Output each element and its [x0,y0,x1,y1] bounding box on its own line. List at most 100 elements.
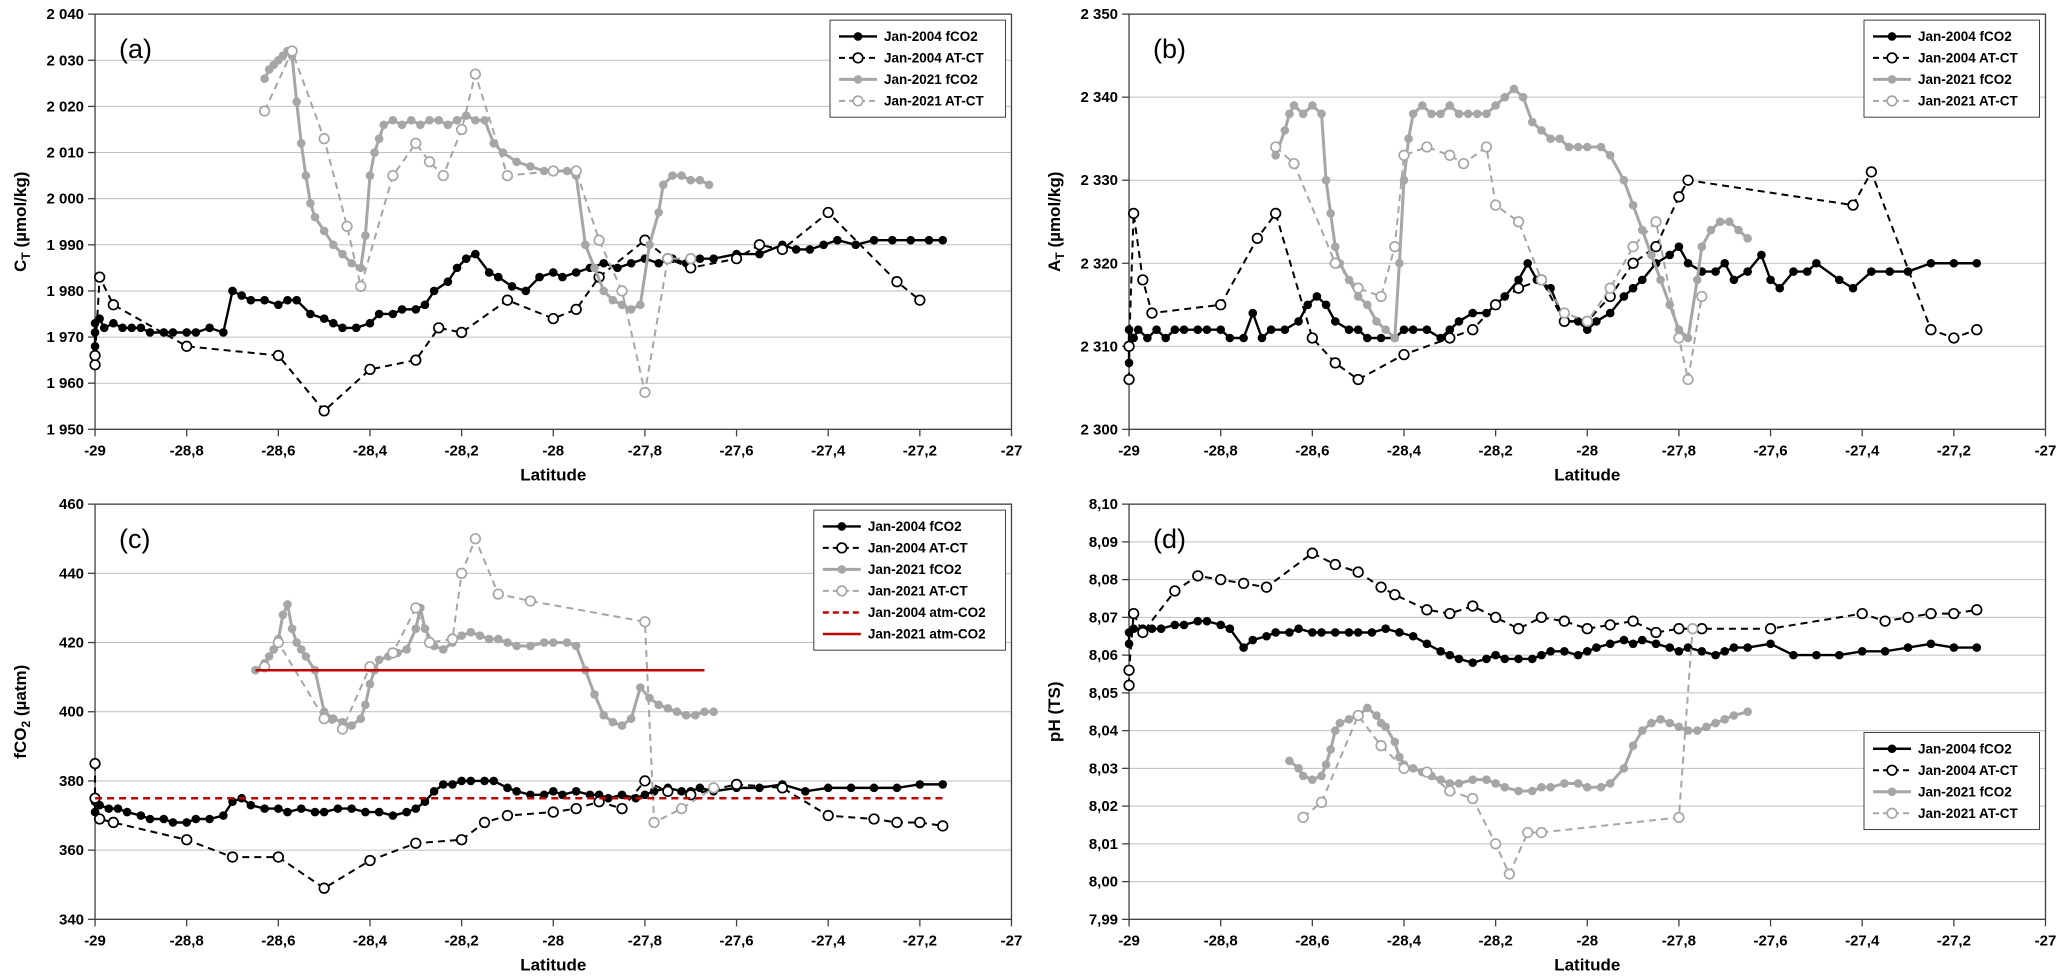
legend-entry-label: Jan-2021 AT-CT [1918,93,2019,108]
legend-entry-label: Jan-2004 AT-CT [868,540,969,555]
x-axis-label: Latitude [520,465,586,484]
x-tick-label: -27,4 [811,932,846,949]
series-jan-2004-at-ct [1122,547,1982,691]
y-tick-label: 2 000 [46,191,84,208]
legend-marker-open [836,541,848,554]
y-tick-label: 8,10 [1088,496,1117,513]
legend-entry-label: Jan-2004 fCO2 [1918,741,2012,756]
x-tick-label: -28 [1576,442,1598,459]
y-tick-label: 2 310 [1080,338,1118,355]
x-tick-label: -27,8 [628,932,662,949]
legend-marker-open [1885,52,1898,64]
legend-entry-label: Jan-2021 atm-CO2 [868,626,986,641]
x-tick-label: -28,8 [1203,442,1237,459]
legend-marker-filled [1887,75,1896,84]
y-axis-label: pH (TS) [1045,681,1064,741]
y-tick-label: 8,02 [1088,798,1117,815]
legend-box [813,509,1006,651]
legend-entry-label: Jan-2021 AT-CT [884,93,985,108]
x-tick-label: -28,8 [1203,932,1237,949]
y-tick-label: 8,00 [1088,873,1117,890]
legend: Jan-2004 fCO2 Jan-2004 AT-CT Jan-2021 fCO2… [1863,731,2040,830]
y-tick-label: 8,08 [1088,571,1117,588]
x-tick-label: -28,6 [1295,932,1329,949]
x-tick-label: -28,6 [1295,442,1329,459]
x-tick-label: -28,2 [1478,932,1512,949]
legend-marker-filled [1887,743,1896,753]
legend-marker-filled [837,564,847,574]
x-tick-label: -28 [542,442,564,459]
x-tick-label: -27 [1001,442,1023,459]
x-tick-label: -28,8 [170,932,204,949]
x-tick-label: -27,4 [811,442,846,459]
y-tick-label: 8,05 [1088,684,1117,701]
legend-marker-open [1885,764,1898,776]
series-jan-2021-fco2 [1270,84,1752,343]
legend-marker-filled [837,521,847,531]
y-tick-label: 8,01 [1088,835,1117,852]
legend-entry-label: Jan-2021 AT-CT [868,583,969,598]
x-tick-label: -27,6 [719,442,753,459]
y-tick-label: 8,03 [1088,760,1117,777]
legend-entry-label: Jan-2021 fCO2 [868,561,962,576]
x-tick-label: -27,8 [1661,442,1695,459]
panel-a: 2 040 2 030 2 020 2 010 2 000 1 990 1 980 1 970… [0,0,1034,490]
y-tick-label: 1 970 [46,329,84,346]
x-tick-label: -27,6 [719,932,753,949]
x-axis: -29 -28,8 -28,6 -28,4 -28,2 -28 -27,8 -27,6 -27,… [84,918,1022,949]
x-tick-label: -28,2 [445,442,479,459]
y-tick-label: 2 350 [1080,6,1118,23]
y-axis: 460 440 420 400 380 360 340 [59,496,96,928]
series-jan-2004-fco2 [90,776,948,827]
y-tick-label: 2 030 [46,52,84,69]
legend-marker-filled [1887,786,1896,796]
y-tick-label: 1 960 [46,375,84,392]
legend-entry-label: Jan-2004 fCO2 [884,29,978,44]
gridlines [1128,503,2045,920]
y-tick-label: 340 [59,911,84,928]
y-tick-label: 8,09 [1088,533,1117,550]
x-tick-label: -28 [1576,932,1598,949]
series-jan-2004-at-ct [89,757,949,894]
y-axis: 2 040 2 030 2 020 2 010 2 000 1 990 1 980 1 970… [46,6,96,438]
x-tick-label: -27,2 [1936,932,1970,949]
legend-entry-label: Jan-2021 fCO2 [884,72,978,87]
legend-marker-open [852,52,864,64]
x-tick-label: -27 [2034,932,2056,949]
series-jan-2004-fco2 [90,235,948,351]
series-jan-2004-at-ct [89,206,926,417]
legend-entry-label: Jan-2004 AT-CT [884,50,985,65]
x-tick-label: -28,8 [170,442,204,459]
x-tick-label: -27,8 [1661,932,1695,949]
legend-entry-label: Jan-2004 fCO2 [1918,29,2012,44]
x-axis-label: Latitude [1554,955,1620,974]
panel-b: 2 350 2 340 2 330 2 320 2 310 2 300 -29 -28,8 -2… [1034,0,2067,490]
y-tick-label: 2 330 [1080,172,1118,189]
legend-marker-filled [1887,32,1896,41]
x-tick-label: -29 [1118,932,1140,949]
legend-marker-open [836,584,848,597]
panel-label: (a) [119,34,152,64]
x-tick-label: -28,6 [261,442,295,459]
legend: Jan-2004 fCO2 Jan-2004 AT-CT Jan-2021 fCO2… [813,509,1006,651]
y-tick-label: 2 340 [1080,89,1118,106]
x-tick-label: -28,4 [353,932,388,949]
y-axis-label: CT (µmol/kg) [11,172,33,272]
legend-marker-open [1885,807,1898,819]
y-tick-label: 8,06 [1088,647,1117,664]
legend-entry-label: Jan-2021 AT-CT [1918,805,2019,820]
series-jan-2004-fco2 [1124,616,1981,667]
series-jan-2021-at-ct [258,45,697,399]
plot-border [1127,502,2046,920]
y-tick-label: 440 [59,565,84,582]
x-tick-label: -27,4 [1845,442,1880,459]
x-tick-label: -27,6 [1753,442,1787,459]
panel-label: (d) [1153,524,1186,554]
legend-marker-open [852,95,864,107]
x-axis-label: Latitude [1554,465,1620,484]
y-tick-label: 2 300 [1080,421,1118,438]
legend-entry-label: Jan-2004 AT-CT [1918,50,2019,65]
legend-entry-label: Jan-2004 atm-CO2 [868,604,986,619]
y-tick-label: 380 [59,772,84,789]
